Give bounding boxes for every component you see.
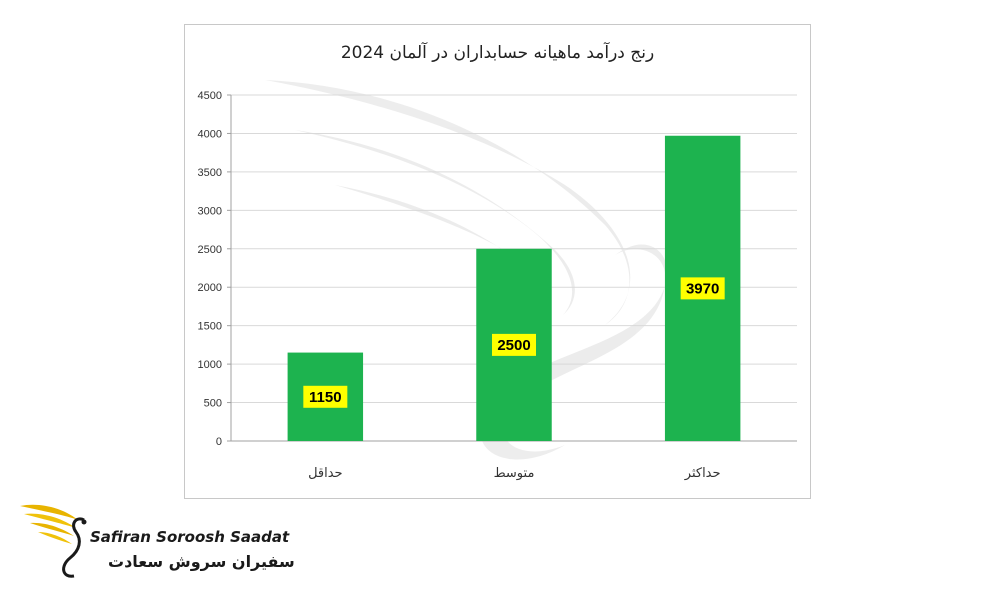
- y-tick-label: 3500: [198, 167, 222, 179]
- company-logo: Safiran Soroosh Saadat سفیران سروش سعادت: [18, 492, 298, 587]
- y-tick-label: 500: [204, 398, 222, 410]
- x-tick-label: متوسط: [494, 466, 535, 481]
- logo-text-english: Safiran Soroosh Saadat: [90, 528, 290, 546]
- data-label-background: [303, 385, 348, 408]
- x-tick-label: حداقل: [308, 466, 343, 481]
- chart-frame: رنج درآمد ماهیانه حسابداران در آلمان 202…: [184, 24, 811, 499]
- data-label: 2500: [497, 337, 530, 354]
- x-tick-label: حداکثر: [684, 466, 721, 481]
- logo-text-persian: سفیران سروش سعادت: [108, 552, 295, 571]
- data-label-background: [680, 277, 725, 300]
- y-tick-label: 1000: [198, 359, 222, 371]
- y-tick-label: 0: [216, 436, 222, 448]
- data-label: 1150: [309, 389, 342, 406]
- y-tick-label: 1500: [198, 321, 222, 333]
- chart-canvas: 0 500 1000 1500 2000 2500 3000 3500 4000 4500 115…: [198, 80, 797, 481]
- phoenix-logo-icon: [20, 504, 87, 578]
- y-tick-label: 2500: [198, 244, 222, 256]
- chart-title: رنج درآمد ماهیانه حسابداران در آلمان 202…: [340, 43, 655, 63]
- y-tick-label: 3000: [198, 205, 222, 217]
- data-label: 3970: [686, 280, 719, 297]
- y-tick-label: 4500: [198, 90, 222, 102]
- y-tick-label: 2000: [198, 282, 222, 294]
- y-tick-label: 4000: [198, 128, 222, 140]
- data-label-background: [492, 333, 536, 356]
